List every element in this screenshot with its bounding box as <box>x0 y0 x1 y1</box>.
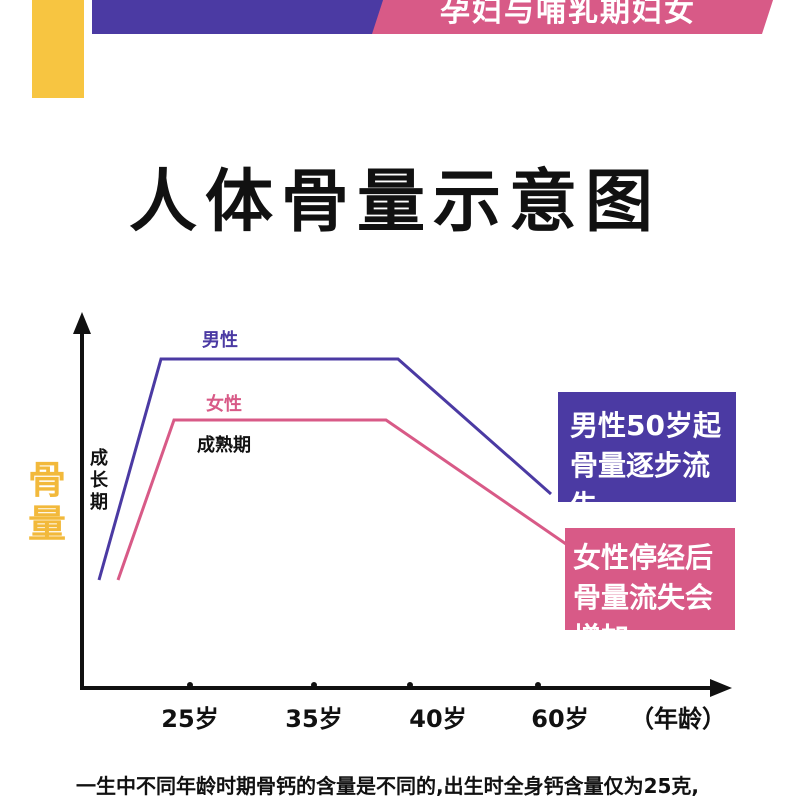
footer-text: 一生中不同年龄时期骨钙的含量是不同的,出生时全身钙含量仅为25克, <box>76 774 700 798</box>
page-title: 人体骨量示意图 <box>128 163 661 242</box>
maturity-label: 成熟期 <box>197 434 251 456</box>
x-axis-unit: （年龄） <box>630 705 726 733</box>
tick-25 <box>187 682 193 688</box>
banner-text: 孕妇与哺乳期妇女 <box>440 0 696 29</box>
tick-35 <box>311 682 317 688</box>
y-axis-label: 骨量 <box>28 458 67 546</box>
banner-purple-block <box>92 0 392 34</box>
male-label: 男性 <box>202 329 238 351</box>
growth-period-label: 成长期 <box>90 448 108 513</box>
x-tick-label: 60岁 <box>531 705 588 733</box>
x-tick-label: 35岁 <box>285 705 342 733</box>
x-axis-arrow <box>710 679 732 697</box>
female-bone-mass-line <box>116 418 567 581</box>
female-note-box: 女性停经后骨量流失会增加 <box>565 528 735 654</box>
banner-yellow-block <box>32 0 84 98</box>
tick-60 <box>535 682 541 688</box>
male-note-box: 男性50岁起骨量逐步流失 <box>558 392 736 522</box>
x-tick-label: 40岁 <box>409 705 466 733</box>
female-label: 女性 <box>206 393 242 415</box>
tick-40 <box>407 682 413 688</box>
male-bone-mass-line <box>97 357 552 581</box>
y-axis-arrow <box>73 312 91 334</box>
x-tick-label: 25岁 <box>161 705 218 733</box>
